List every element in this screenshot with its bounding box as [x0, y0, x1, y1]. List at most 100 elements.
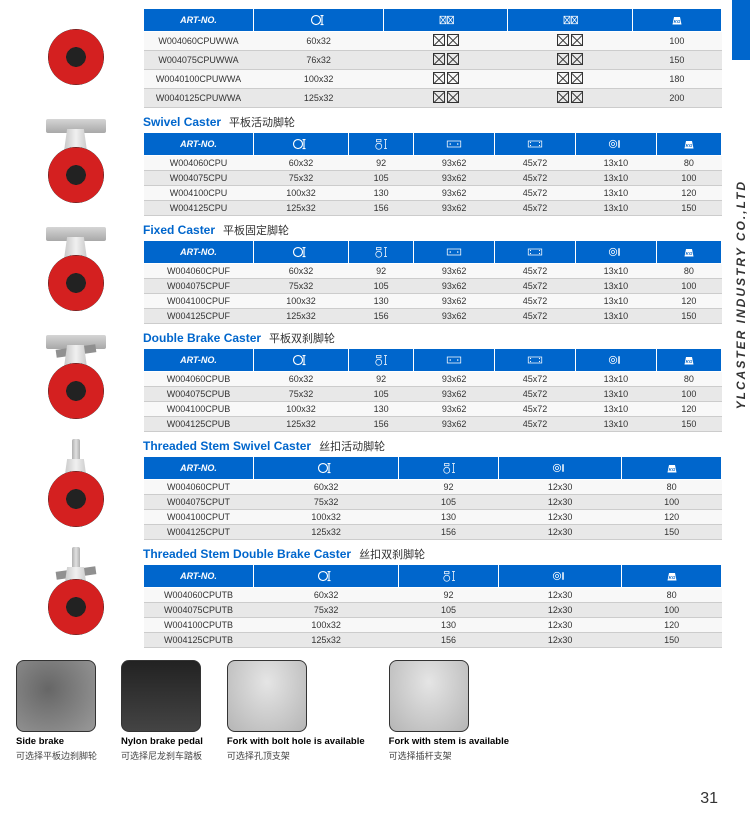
cell-artno: W004075CPU	[144, 171, 254, 186]
cell-value: 45x72	[495, 372, 576, 387]
col-weight-icon: KG	[656, 349, 721, 372]
cell-value: 13x10	[575, 309, 656, 324]
cell-value: 93x62	[414, 186, 495, 201]
footer-image	[389, 660, 469, 732]
cell-value: 93x62	[414, 171, 495, 186]
product-image	[31, 547, 121, 637]
footer-label-cn: 可选择平板边刹脚轮	[16, 749, 97, 762]
footer-label-en: Fork with bolt hole is available	[227, 736, 365, 748]
cell-value: 60x32	[254, 264, 349, 279]
col-artno: ART-NO.	[144, 349, 254, 372]
footer-label-en: Side brake	[16, 736, 97, 748]
table-row: W004060CPUF60x329293x6245x7213x1080	[144, 264, 722, 279]
cell-value: 13x10	[575, 279, 656, 294]
cell-artno: W004060CPUT	[144, 480, 254, 495]
col-bolt-icon	[498, 457, 622, 480]
cell-value	[384, 32, 508, 51]
cell-value: 125x32	[254, 309, 349, 324]
cell-value: 93x62	[414, 372, 495, 387]
cell-value: 120	[622, 510, 722, 525]
product-image	[31, 331, 121, 421]
svg-text:KG: KG	[668, 467, 675, 472]
cell-value: 12x30	[498, 588, 622, 603]
cell-value: 92	[399, 588, 499, 603]
cell-value: 12x30	[498, 525, 622, 540]
col-wheel-size-icon	[254, 133, 349, 156]
cell-value: 100x32	[254, 402, 349, 417]
cell-value: 150	[656, 309, 721, 324]
cell-value: 45x72	[495, 417, 576, 432]
footer-label-cn: 可选择孔顶支架	[227, 749, 365, 762]
col-plate2-icon	[495, 349, 576, 372]
cell-value: 45x72	[495, 402, 576, 417]
cell-value: 100	[656, 171, 721, 186]
spec-table: ART-NO.KGW004060CPUWWA60x32100W004075CPU…	[143, 8, 722, 108]
cell-value	[508, 51, 632, 70]
table-row: W004125CPUB125x3215693x6245x7213x10150	[144, 417, 722, 432]
col-wheel-size-icon	[254, 9, 384, 32]
cell-artno: W004075CPUWWA	[144, 51, 254, 70]
cell-value: 156	[399, 633, 499, 648]
cell-value: 13x10	[575, 201, 656, 216]
svg-text:KG: KG	[686, 143, 693, 148]
cell-value: 60x32	[254, 32, 384, 51]
footer-option: Fork with bolt hole is available可选择孔顶支架	[227, 660, 365, 762]
cell-value: 45x72	[495, 264, 576, 279]
cell-value: 75x32	[254, 603, 399, 618]
cell-value: 80	[656, 372, 721, 387]
footer-label-cn: 可选择插杆支架	[389, 749, 509, 762]
cell-artno: W004100CPUTB	[144, 618, 254, 633]
cell-value: 93x62	[414, 402, 495, 417]
col-height-icon	[349, 133, 414, 156]
cell-artno: W004125CPUTB	[144, 633, 254, 648]
cell-value	[508, 32, 632, 51]
cell-value: 45x72	[495, 186, 576, 201]
product-section: ART-NO.KGW004060CPUWWA60x32100W004075CPU…	[8, 8, 722, 108]
table-row: W004125CPUT125x3215612x30150	[144, 525, 722, 540]
cell-value: 200	[632, 89, 721, 108]
cell-value: 80	[622, 480, 722, 495]
cell-value: 92	[399, 480, 499, 495]
cell-value: 100x32	[254, 618, 399, 633]
cell-value: 100	[632, 32, 721, 51]
cell-artno: W004125CPUB	[144, 417, 254, 432]
col-wheel-size-icon	[254, 349, 349, 372]
table-row: W004125CPU125x3215693x6245x7213x10150	[144, 201, 722, 216]
spec-table: ART-NO.KGW004060CPU60x329293x6245x7213x1…	[143, 132, 722, 216]
cell-value: 120	[656, 402, 721, 417]
col-plate-icon	[414, 241, 495, 264]
section-title: Swivel Caster平板活动脚轮	[143, 114, 722, 130]
cell-value: 93x62	[414, 309, 495, 324]
col-height-icon	[349, 241, 414, 264]
cell-value: 93x62	[414, 201, 495, 216]
cell-value: 150	[632, 51, 721, 70]
product-image	[31, 13, 121, 103]
cell-value: 12x30	[498, 480, 622, 495]
product-image	[31, 115, 121, 205]
cell-value: 100	[622, 495, 722, 510]
cell-artno: W0040125CPUWWA	[144, 89, 254, 108]
cell-value: 156	[349, 309, 414, 324]
col-weight-icon: KG	[632, 9, 721, 32]
spec-table: ART-NO.KGW004060CPUB60x329293x6245x7213x…	[143, 348, 722, 432]
cell-value: 125x32	[254, 201, 349, 216]
cell-value: 156	[349, 417, 414, 432]
section-title: Threaded Stem Double Brake Caster丝扣双刹脚轮	[143, 546, 722, 562]
cell-value: 130	[399, 510, 499, 525]
footer-image	[121, 660, 201, 732]
table-row: W004075CPUF75x3210593x6245x7213x10100	[144, 279, 722, 294]
cell-value: 45x72	[495, 156, 576, 171]
cell-value: 80	[656, 264, 721, 279]
cell-value: 105	[349, 387, 414, 402]
cell-value: 150	[656, 201, 721, 216]
cell-value	[508, 70, 632, 89]
cell-value: 80	[622, 588, 722, 603]
cell-value: 45x72	[495, 387, 576, 402]
cell-value: 150	[622, 633, 722, 648]
cell-value: 125x32	[254, 525, 399, 540]
table-row: W004100CPUTB100x3213012x30120	[144, 618, 722, 633]
col-artno: ART-NO.	[144, 565, 254, 588]
cell-value: 105	[399, 495, 499, 510]
footer-option: Side brake可选择平板边刹脚轮	[16, 660, 97, 762]
svg-text:KG: KG	[686, 251, 693, 256]
